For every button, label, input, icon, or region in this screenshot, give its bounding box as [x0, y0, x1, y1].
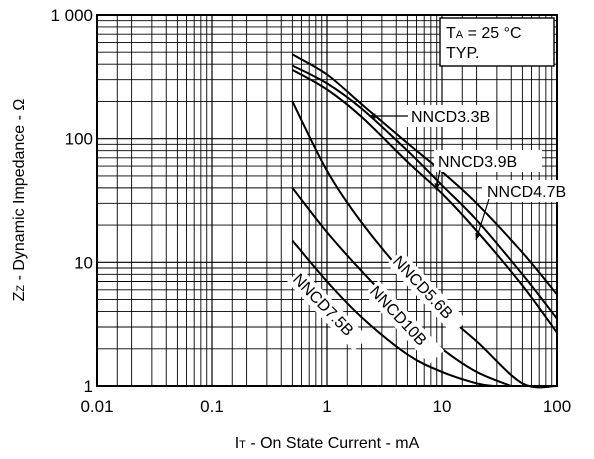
- label-nncd4-7b: NNCD4.7B: [487, 184, 566, 201]
- label-background: [363, 280, 445, 365]
- x-tick-label: 10: [433, 397, 452, 416]
- x-tick-label: 1: [322, 397, 331, 416]
- y-tick-label: 100: [65, 130, 93, 149]
- x-tick-label: 0.01: [80, 397, 113, 416]
- arrow-head-icon: [369, 113, 376, 119]
- label-background: [287, 268, 369, 352]
- series-line-nncd10b: [291, 187, 512, 387]
- arrow-head-icon: [475, 233, 481, 240]
- y-tick-labels: 1 10 100 1 000: [50, 6, 93, 396]
- label-leaders: [287, 105, 558, 365]
- label-background: [434, 150, 542, 172]
- arrow-head-icon: [434, 183, 440, 190]
- label-background: [386, 250, 468, 335]
- label-nncd3-9b: NNCD3.9B: [438, 154, 517, 171]
- y-tick-label: 1 000: [50, 6, 93, 25]
- y-axis-title: ZZ - Dynamic Impedance - Ω: [11, 99, 28, 302]
- series-line-nncd3-3b: [291, 69, 558, 334]
- annotation-typ: TYP.: [446, 45, 480, 62]
- x-tick-label: 100: [543, 397, 571, 416]
- y-tick-label: 1: [84, 377, 93, 396]
- annotation-box: [439, 17, 555, 67]
- x-tick-labels: 0.01 0.1 1 10 100: [80, 397, 571, 416]
- annotation-temperature: TA = 25 °C: [446, 25, 522, 42]
- label-nncd3-3b: NNCD3.3B: [411, 109, 490, 126]
- y-tick-label: 10: [74, 253, 93, 272]
- label-background: [482, 180, 558, 202]
- leader-line: [475, 198, 490, 241]
- series-line-nncd3-9b: [291, 64, 558, 320]
- x-axis-title: IT - On State Current - mA: [235, 435, 420, 452]
- label-background: [406, 105, 496, 127]
- x-tick-label: 0.1: [200, 397, 224, 416]
- series-line-nncd7-5b: [291, 239, 494, 387]
- series-line-nncd4-7b: [291, 53, 558, 296]
